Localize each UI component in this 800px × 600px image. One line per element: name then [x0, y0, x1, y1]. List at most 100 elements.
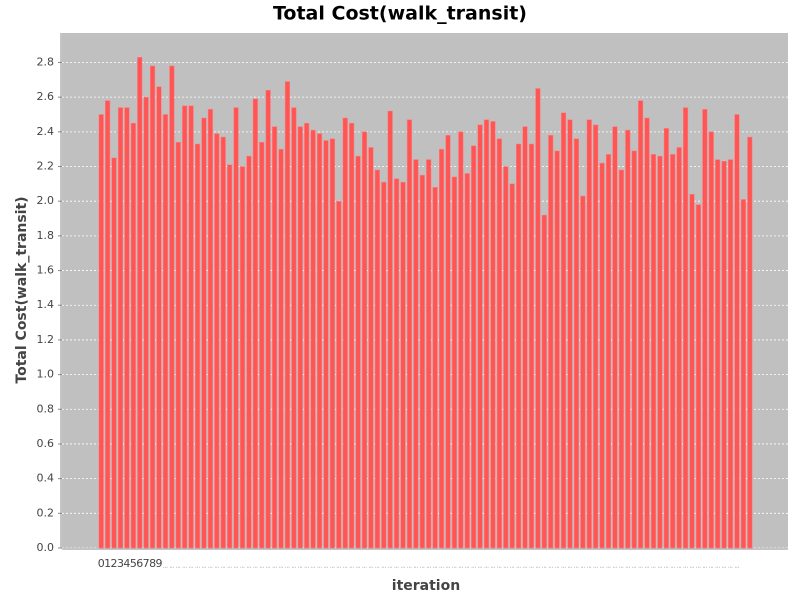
- bar: [708, 131, 714, 549]
- bar: [663, 128, 669, 549]
- x-tick-label: ...: [548, 564, 553, 570]
- chart-title: Total Cost(walk_transit): [273, 3, 527, 25]
- x-tick-label: ...: [272, 564, 277, 570]
- x-tick-label: ...: [478, 564, 483, 570]
- x-tick-label: ...: [510, 564, 515, 570]
- x-tick-label: ...: [503, 564, 508, 570]
- bar: [381, 181, 387, 549]
- bar: [554, 150, 560, 549]
- x-tick-label: 6: [136, 557, 143, 570]
- x-tick-label: ...: [696, 564, 701, 570]
- bar: [618, 169, 624, 549]
- bar: [214, 133, 220, 549]
- bar: [278, 148, 284, 549]
- x-tick-label: ...: [670, 564, 675, 570]
- x-tick-label: ...: [728, 564, 733, 570]
- x-tick-label: ...: [375, 564, 380, 570]
- x-tick-label: ...: [343, 564, 348, 570]
- bar: [291, 107, 297, 549]
- y-tick-label: 2.6: [37, 90, 55, 103]
- x-tick-label: 4: [123, 557, 130, 570]
- bar: [509, 183, 515, 549]
- bar: [426, 159, 432, 549]
- bar: [368, 147, 374, 549]
- bar: [567, 119, 573, 549]
- bar: [676, 147, 682, 549]
- x-tick-label: ...: [420, 564, 425, 570]
- bar: [259, 141, 265, 549]
- x-tick-label: ...: [600, 564, 605, 570]
- x-tick-label: ...: [587, 564, 592, 570]
- bar: [349, 122, 355, 549]
- x-tick-label: ...: [163, 564, 168, 570]
- x-tick-label: ...: [574, 564, 579, 570]
- bar: [310, 129, 316, 549]
- x-tick-label: 2: [111, 557, 118, 570]
- x-tick-label: ...: [690, 564, 695, 570]
- x-tick-label: ...: [715, 564, 720, 570]
- x-tick-label: ...: [240, 564, 245, 570]
- bar: [323, 140, 329, 549]
- x-tick-label: ...: [426, 564, 431, 570]
- bar: [150, 65, 156, 549]
- x-tick-label: ...: [580, 564, 585, 570]
- bar: [304, 122, 310, 549]
- bar: [400, 181, 406, 549]
- bar: [387, 110, 393, 549]
- x-tick-label: ...: [638, 564, 643, 570]
- bar: [439, 148, 445, 549]
- x-tick-label: ...: [266, 564, 271, 570]
- bar: [413, 159, 419, 549]
- bar: [329, 138, 335, 549]
- x-tick-label: ...: [606, 564, 611, 570]
- x-tick-label: ...: [542, 564, 547, 570]
- y-tick-label: 2.2: [37, 160, 55, 173]
- bar: [586, 119, 592, 549]
- bar: [496, 138, 502, 549]
- y-tick-label: 2.0: [37, 194, 55, 207]
- x-tick-label: ...: [176, 564, 181, 570]
- bar: [464, 173, 470, 549]
- bar: [111, 157, 117, 549]
- bar: [670, 154, 676, 549]
- x-tick-label: 0: [98, 557, 105, 570]
- x-tick-label: ...: [330, 564, 335, 570]
- bar: [471, 145, 477, 549]
- bar: [246, 155, 252, 549]
- bar: [638, 100, 644, 549]
- x-tick-label: ...: [221, 564, 226, 570]
- x-tick-label: ...: [465, 564, 470, 570]
- bar: [265, 89, 271, 549]
- x-tick-label: ...: [388, 564, 393, 570]
- bar: [143, 96, 149, 549]
- bar: [432, 187, 438, 549]
- bar: [188, 105, 194, 549]
- x-tick-label: 3: [117, 557, 124, 570]
- x-tick-label: ...: [285, 564, 290, 570]
- bar: [194, 143, 201, 549]
- bar: [201, 117, 207, 549]
- y-tick-label: 1.4: [37, 298, 55, 311]
- x-tick-label: ...: [619, 564, 624, 570]
- x-tick-label: ...: [214, 564, 219, 570]
- bar: [156, 86, 162, 549]
- y-tick-label: 1.2: [37, 333, 55, 346]
- x-tick-label: ...: [535, 564, 540, 570]
- x-tick-label: ...: [433, 564, 438, 570]
- bar: [124, 107, 130, 549]
- x-tick-label: ...: [189, 564, 194, 570]
- x-tick-label: ...: [311, 564, 316, 570]
- bar: [483, 119, 490, 549]
- x-tick-label: ...: [182, 564, 187, 570]
- x-tick-label: ...: [304, 564, 309, 570]
- bar: [175, 141, 181, 549]
- bar: [252, 98, 258, 549]
- bar: [239, 166, 246, 549]
- x-tick-label: ...: [529, 564, 534, 570]
- x-tick-label: ...: [381, 564, 386, 570]
- bar: [130, 122, 136, 549]
- x-tick-label: ...: [632, 564, 637, 570]
- x-tick-label: ...: [259, 564, 264, 570]
- bar: [541, 214, 547, 549]
- x-tick-label: ...: [664, 564, 669, 570]
